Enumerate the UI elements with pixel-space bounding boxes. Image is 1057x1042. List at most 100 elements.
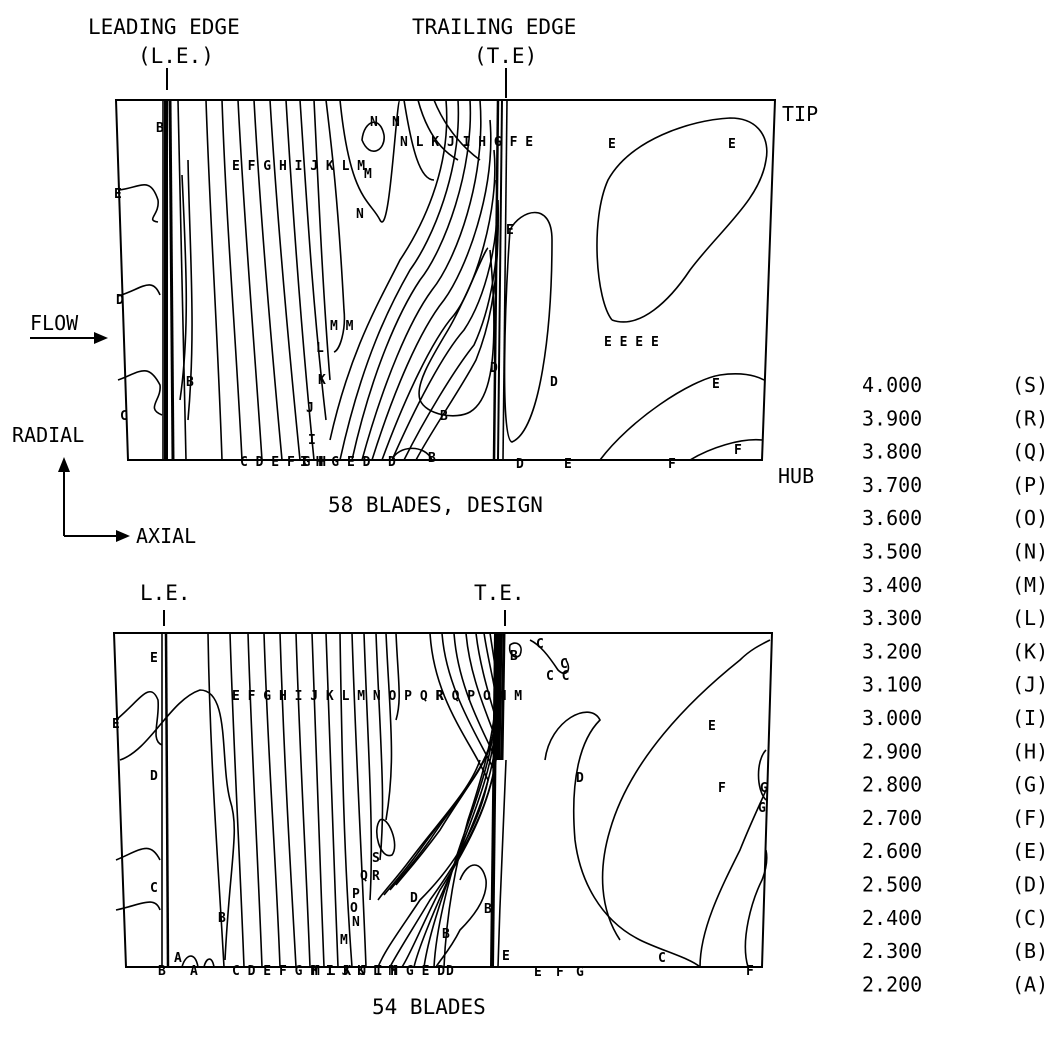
legend-value: 3.400 xyxy=(862,573,922,597)
contour-letters: E F G H I J K L M N L K J I H G F E C D … xyxy=(114,115,742,472)
contour-letter: K xyxy=(318,373,326,388)
contour-letter: S xyxy=(372,851,380,866)
radial-label: RADIAL xyxy=(12,423,84,447)
contour-letter: B xyxy=(510,649,518,664)
contour-letter: B xyxy=(156,121,164,136)
contour-letter: M xyxy=(364,167,372,182)
contour-letter: O xyxy=(350,901,358,916)
contour-row-hub-mid: M L K J I H G E D xyxy=(312,964,445,979)
contour-lines xyxy=(115,632,771,968)
contour-letter: R xyxy=(372,869,380,884)
legend-code: (E) xyxy=(1012,839,1048,863)
flow-label: FLOW xyxy=(30,311,79,335)
contour-letter: B xyxy=(186,375,194,390)
contour-letter: E xyxy=(506,223,514,238)
contour-letter: C xyxy=(150,881,158,896)
legend-code: (C) xyxy=(1012,906,1048,930)
direction-indicators: FLOW RADIAL AXIAL xyxy=(12,311,196,548)
contour-letter: Q xyxy=(360,869,368,884)
legend-value: 2.400 xyxy=(862,906,922,930)
contour-letter: E xyxy=(708,719,716,734)
legend-code: (N) xyxy=(1012,540,1048,564)
contour-letter: D xyxy=(150,769,158,784)
contour-row-top-right: R Q P O N M xyxy=(436,689,522,704)
legend-value: 3.600 xyxy=(862,506,922,530)
axial-arrow-icon xyxy=(116,530,130,542)
leading-edge-label: LEADING EDGE xyxy=(88,15,240,39)
contour-legend: 4.000 (S) 3.900 (R) 3.800 (Q) 3.700 (P) 3.600 (O)… xyxy=(862,373,1048,996)
legend-value: 3.300 xyxy=(862,606,922,630)
contour-letter: D xyxy=(550,375,558,390)
panel-frame xyxy=(114,99,777,461)
legend-code: (H) xyxy=(1012,739,1048,763)
contour-letter: E xyxy=(712,377,720,392)
contour-letter: G xyxy=(760,781,768,796)
legend-value: 2.600 xyxy=(862,839,922,863)
contour-letter: F xyxy=(734,443,742,458)
contour-letter: M xyxy=(340,933,348,948)
legend-code: (A) xyxy=(1012,972,1048,996)
contour-letter: C xyxy=(560,657,568,672)
panel-54-blades: L.E. T.E. xyxy=(112,581,774,1019)
contour-letter: D xyxy=(410,891,418,906)
leading-edge-abbr: (L.E.) xyxy=(138,44,214,68)
contour-letters: E F G H I J K L M N O P Q R R Q P O N M … xyxy=(112,637,768,980)
te-short-label: T.E. xyxy=(474,581,525,605)
contour-letter: B xyxy=(442,927,450,942)
contour-letter: D xyxy=(490,361,498,376)
contour-letter: G xyxy=(758,801,766,816)
legend-value: 2.300 xyxy=(862,939,922,963)
legend-value: 3.500 xyxy=(862,540,922,564)
legend-code: (J) xyxy=(1012,673,1048,697)
panel-frame xyxy=(112,632,774,968)
tip-label: TIP xyxy=(782,102,818,126)
legend-code: (F) xyxy=(1012,806,1048,830)
contour-letter: J xyxy=(306,401,314,416)
contour-letter: E xyxy=(112,717,120,732)
contour-letter: D xyxy=(516,457,524,472)
flow-arrow-icon xyxy=(94,332,108,344)
contour-letter: E xyxy=(564,457,572,472)
contour-letter: E xyxy=(534,965,542,980)
contour-letter: D xyxy=(388,455,396,470)
legend-value: 3.800 xyxy=(862,440,922,464)
contour-letter: I xyxy=(308,433,316,448)
contour-row-top-left: E F G H I J K L M N O P Q R xyxy=(232,689,443,704)
legend-code: (O) xyxy=(1012,506,1048,530)
contour-row-hub-left: C D E F G H I J K L M xyxy=(232,964,397,979)
panel-58-blades: LEADING EDGE (L.E.) TRAILING EDGE (T.E) … xyxy=(88,15,818,517)
contour-row-hub-mid: I H G E D xyxy=(300,455,371,470)
contour-letter: B xyxy=(218,911,226,926)
contour-lines xyxy=(117,99,768,461)
contour-letter: B xyxy=(440,409,448,424)
axial-label: AXIAL xyxy=(136,524,196,548)
contour-letter: N xyxy=(392,115,400,130)
legend-value: 3.000 xyxy=(862,706,922,730)
contour-letter: E xyxy=(150,651,158,666)
contour-letter: F xyxy=(718,781,726,796)
le-short-label: L.E. xyxy=(140,581,191,605)
legend-value: 3.900 xyxy=(862,406,922,430)
contour-letter: P xyxy=(352,887,360,902)
contour-letter: A xyxy=(174,951,182,966)
contour-letter: C C xyxy=(546,669,569,684)
contour-row-hub-left: C D E F G H xyxy=(240,455,326,470)
trailing-edge-label: TRAILING EDGE xyxy=(412,15,576,39)
legend-code: (M) xyxy=(1012,573,1048,597)
legend-value: 2.800 xyxy=(862,773,922,797)
legend-code: (S) xyxy=(1012,373,1048,397)
contour-letter: C xyxy=(536,637,544,652)
contour-letter: B xyxy=(158,964,166,979)
legend-code: (P) xyxy=(1012,473,1048,497)
legend-value: 2.200 xyxy=(862,972,922,996)
legend-value: 4.000 xyxy=(862,373,922,397)
contour-letter: E xyxy=(728,137,736,152)
panel-caption-54-blades: 54 BLADES xyxy=(372,995,486,1019)
contour-letter: E xyxy=(502,949,510,964)
legend-value: 3.200 xyxy=(862,639,922,663)
contour-letter: A xyxy=(190,964,198,979)
contour-letter: E xyxy=(114,187,122,202)
contour-letter: E xyxy=(608,137,616,152)
contour-letter: D xyxy=(116,293,124,308)
